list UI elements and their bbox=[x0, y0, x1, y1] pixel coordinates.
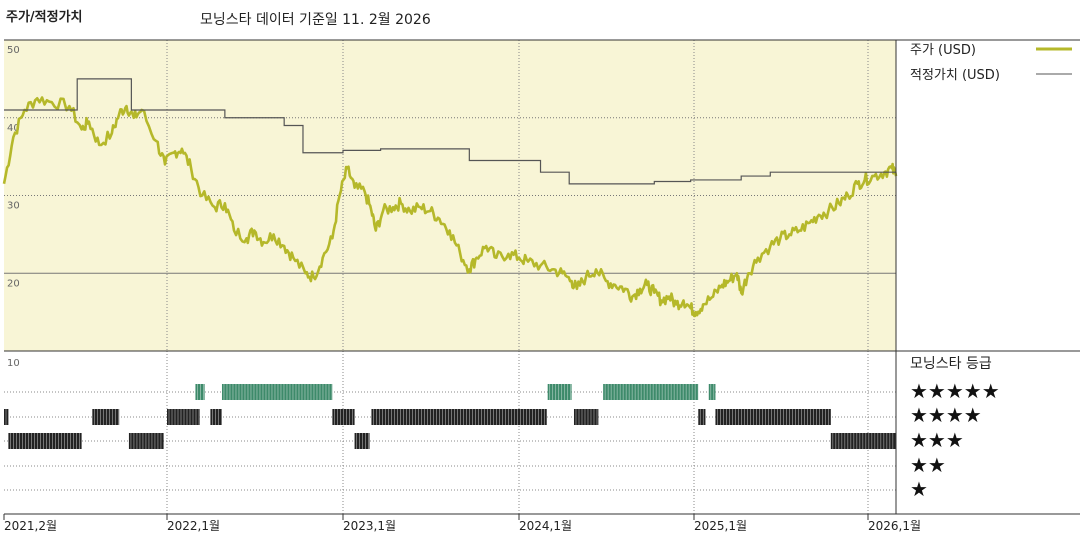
rating-bar bbox=[708, 384, 716, 400]
rating-bar bbox=[195, 384, 205, 400]
rating-bar bbox=[8, 433, 82, 449]
price-line bbox=[2, 96, 898, 318]
rating-bar bbox=[128, 433, 164, 449]
price-y-tick-label: 40 bbox=[7, 123, 20, 134]
x-tick-label: 2024,1월 bbox=[519, 519, 572, 533]
rating-legend-title: 모닝스타 등급 bbox=[910, 356, 992, 372]
price-y-tick-label: 20 bbox=[7, 278, 20, 289]
rating-bar bbox=[210, 409, 222, 425]
price-y-tick-label: 30 bbox=[7, 201, 20, 212]
rating-bar bbox=[698, 409, 706, 425]
x-tick-label: 2021,2월 bbox=[4, 519, 57, 533]
rating-bar bbox=[371, 409, 547, 425]
legend-fair-value-label: 적정가치 (USD) bbox=[910, 68, 1000, 83]
rating-bar bbox=[354, 433, 370, 449]
rating-level-stars: ★★★★ bbox=[910, 403, 982, 427]
x-axis: 2021,2월 2022,1월 2023,1월 2024,1월 2025,1월 2026,… bbox=[3, 514, 921, 533]
chart-frame bbox=[4, 39, 1080, 515]
rating-bar bbox=[167, 409, 200, 425]
rating-y-tick-label: 10 bbox=[7, 358, 20, 369]
price-y-tick-label: 50 bbox=[7, 45, 20, 56]
rating-bar bbox=[4, 409, 9, 425]
x-tick-label: 2023,1월 bbox=[343, 519, 396, 533]
rating-bar bbox=[332, 409, 355, 425]
rating-bar bbox=[715, 409, 831, 425]
chart-subtitle: 모닝스타 데이터 기준일 11. 2월 2026 bbox=[200, 12, 431, 28]
rating-level-stars: ★ bbox=[910, 477, 928, 501]
rating-bar bbox=[547, 384, 572, 400]
rating-bar bbox=[830, 433, 897, 449]
rating-panel: 10 bbox=[4, 351, 897, 514]
rating-level-stars: ★★ bbox=[910, 453, 946, 477]
fair-value-line bbox=[4, 78, 896, 185]
rating-level-stars: ★★★★★ bbox=[910, 379, 1000, 403]
x-tick-label: 2022,1월 bbox=[167, 519, 220, 533]
rating-bar bbox=[221, 384, 333, 400]
price-plot-background bbox=[4, 40, 896, 351]
rating-bar bbox=[573, 409, 599, 425]
x-tick-label: 2026,1월 bbox=[868, 519, 921, 533]
rating-bar bbox=[92, 409, 120, 425]
rating-bar bbox=[603, 384, 699, 400]
x-tick-label: 2025,1월 bbox=[694, 519, 747, 533]
legend-price-label: 주가 (USD) bbox=[910, 43, 976, 58]
legend: 주가 (USD)적정가치 (USD)모닝스타 등급★★★★★★★★★★★★★★★ bbox=[910, 43, 1072, 501]
price-panel: 50 40 30 20 bbox=[2, 40, 898, 351]
chart-title: 주가/적정가치 bbox=[6, 9, 83, 25]
rating-level-stars: ★★★ bbox=[910, 428, 964, 452]
